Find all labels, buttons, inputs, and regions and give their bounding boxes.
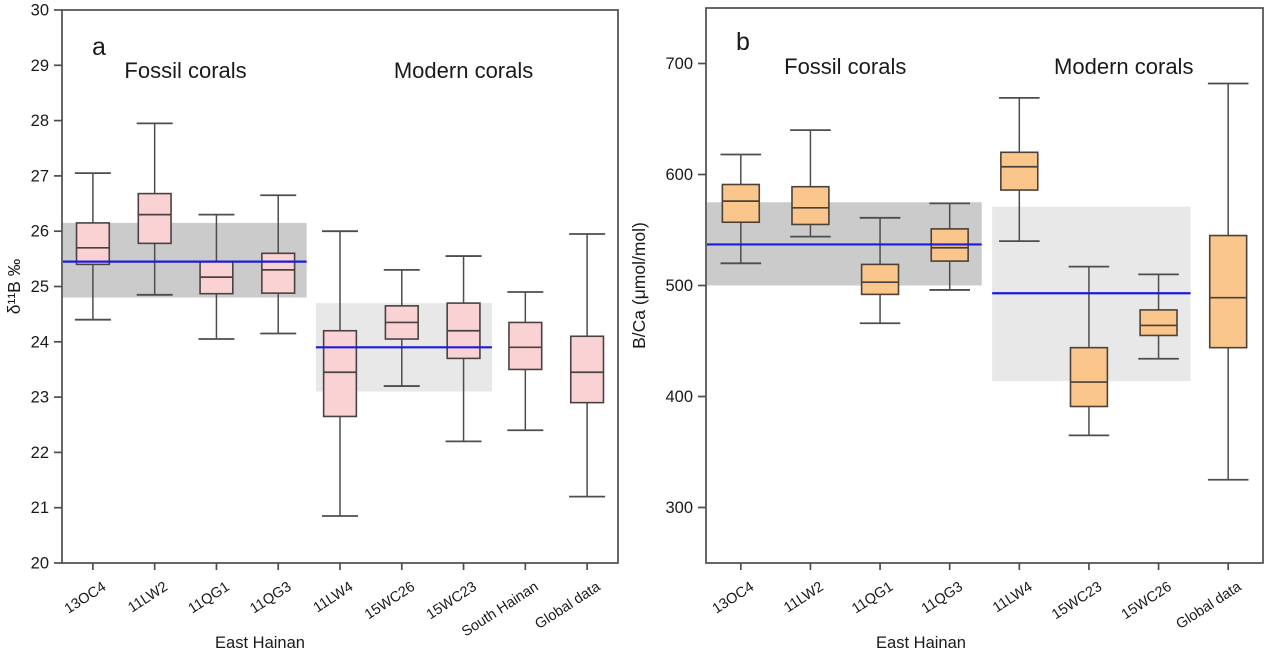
y-tick-label: 29 [31,57,49,75]
box-group-global-data [569,233,606,498]
x-category-label: 11QG3 [919,579,966,617]
iqr-box [261,252,296,294]
y-axis-label: B/Ca (μmol/mol) [629,222,649,349]
x-category-label: 11LW2 [125,579,170,616]
iqr-box [1139,309,1178,337]
y-tick-label: 27 [31,167,49,185]
box-group-11lw4 [321,230,359,517]
y-tick-label: 400 [665,388,693,406]
y-tick-label: 20 [31,555,49,573]
box-group-11lw4 [999,97,1040,243]
y-tick-label: 500 [665,277,693,295]
box-group-13oc4 [74,172,111,321]
box-group-south-hainan [507,291,544,432]
x-category-label: 13OC4 [710,579,757,617]
iqr-box [860,263,900,296]
x-category-label: 11QG3 [247,579,294,617]
group-title-modern: Modern corals [394,58,533,83]
y-tick-label: 600 [665,166,693,184]
y-tick-label: 22 [31,444,49,462]
x-axis-label: East Hainan [876,634,966,652]
box-group-15wc26 [383,269,420,387]
x-category-label: 11QG1 [186,579,233,617]
iqr-box [508,321,543,371]
x-axis-label: East Hainan [215,634,305,652]
group-title-modern: Modern corals [1054,54,1193,79]
panel-letter: b [736,28,750,56]
x-category-label: 11LW4 [311,579,356,616]
y-tick-label: 23 [31,389,49,407]
x-category-label: 13OC4 [62,579,109,617]
x-category-label: 11LW4 [990,579,1035,616]
box-group-11lw2 [790,129,831,238]
box-group-global-data [1207,82,1249,481]
box-group-15wc23 [1068,265,1110,437]
panel-letter: a [92,33,106,61]
y-tick-label: 21 [31,499,49,517]
group-title-fossil: Fossil corals [784,54,906,79]
y-tick-label: 30 [31,2,49,20]
x-category-label: 15WC23 [424,579,480,623]
x-category-label: 11QG1 [849,579,896,617]
iqr-box [1000,151,1039,191]
box-group-15wc23 [445,255,482,443]
box-group-11qg1 [198,213,235,340]
y-tick-label: 24 [31,333,49,351]
iqr-box [1208,234,1248,349]
box-group-11qg3 [260,194,297,335]
x-category-label: 11LW2 [781,579,826,616]
x-category-label: 15WC26 [362,579,418,623]
box-group-15wc26 [1138,273,1179,360]
box-group-11lw2 [136,122,173,296]
box-group-13oc4 [720,153,762,265]
y-tick-label: 28 [31,112,49,130]
x-category-label: Global data [1173,578,1245,632]
iqr-box [1069,346,1109,408]
y-tick-label: 700 [665,55,693,73]
iqr-box [569,335,605,404]
panel-b: 300 400 500 600 700 13OC4 11LW2 11QG1 11QG3 11LW4… [629,7,1264,652]
iqr-box [75,222,111,266]
group-title-fossil: Fossil corals [124,58,246,83]
x-category-label: 15WC26 [1119,579,1175,623]
y-tick-label: 25 [31,278,49,296]
y-tick-label: 26 [31,223,49,241]
x-category-label: 15WC23 [1049,579,1105,623]
y-tick-label: 300 [665,499,693,517]
iqr-box [322,329,358,418]
x-category-label: Global data [532,578,604,632]
panel-a: 20 21 22 23 24 25 26 27 28 29 30 13OC4 11LW2 11QG1 11Q… [4,2,619,652]
iqr-box [791,185,830,226]
box-group-11qg1 [859,216,901,325]
iqr-box [137,192,172,245]
y-axis-label: δ¹¹B ‰ [4,258,24,314]
iqr-box [721,183,761,224]
